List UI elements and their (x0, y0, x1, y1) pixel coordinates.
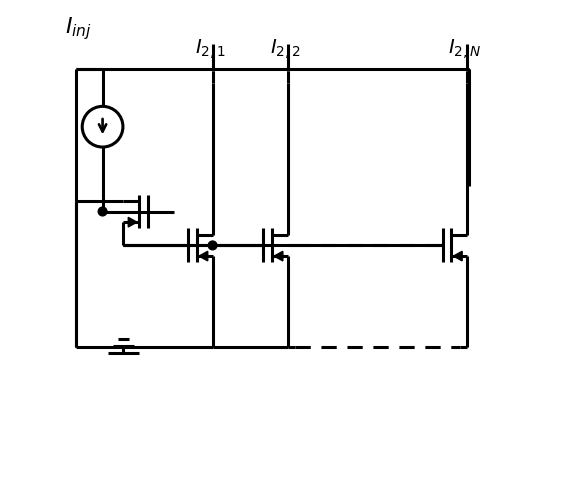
Polygon shape (128, 217, 137, 227)
Polygon shape (274, 251, 283, 261)
Text: $I_{2,1}$: $I_{2,1}$ (195, 37, 226, 61)
Polygon shape (199, 251, 208, 261)
Text: $I_{inj}$: $I_{inj}$ (65, 15, 92, 42)
Text: $I_{2,N}$: $I_{2,N}$ (448, 37, 481, 61)
Circle shape (98, 207, 107, 216)
Circle shape (208, 241, 217, 250)
Polygon shape (453, 251, 462, 261)
Text: $I_{2,2}$: $I_{2,2}$ (270, 37, 300, 61)
